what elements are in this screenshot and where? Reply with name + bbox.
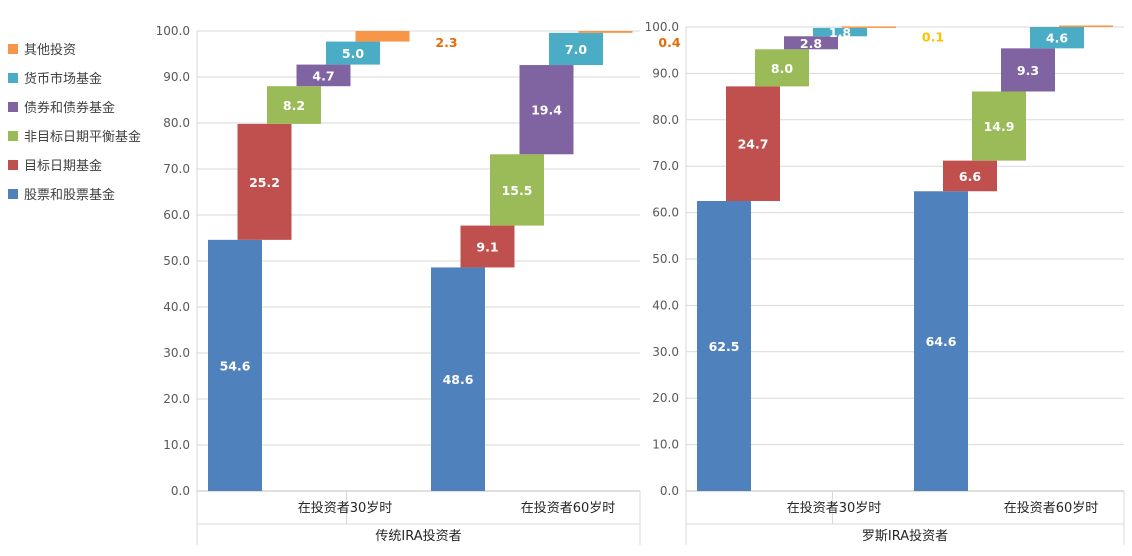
data-label: 64.6 [926, 334, 957, 349]
legend-swatch [8, 130, 18, 141]
bar-segment [784, 36, 838, 50]
data-label: 9.3 [1017, 63, 1039, 78]
y-tick-label: 20.0 [652, 391, 679, 405]
data-label: 25.2 [249, 175, 280, 190]
data-label: 9.1 [476, 240, 498, 255]
legend-item: 其他投资 [8, 34, 141, 63]
legend-label: 货币市场基金 [24, 72, 103, 87]
y-tick-label: 80.0 [652, 113, 679, 127]
bar-segment [490, 154, 544, 226]
legend-swatch [8, 188, 18, 199]
legend-swatch [8, 72, 18, 83]
bar-segment [1001, 48, 1055, 92]
bar-segment [943, 160, 997, 192]
data-label: 19.4 [531, 103, 562, 118]
legend-swatch [8, 159, 18, 170]
y-tick-label: 20.0 [163, 392, 190, 406]
legend: 其他投资货币市场基金 债券和债券基金非目标日期平衡基金 目标日期基金 股票和股票基金 [8, 34, 141, 208]
legend-label: 其他投资 [24, 43, 77, 58]
bar-segment [355, 31, 410, 42]
legend-item: 股票和股票基金 [8, 179, 141, 208]
y-tick-label: 40.0 [652, 298, 679, 312]
category-label: 在投资者60岁时 [521, 500, 616, 516]
y-tick-label: 30.0 [652, 345, 679, 359]
y-tick-label: 70.0 [652, 159, 679, 173]
bar-segment [431, 267, 485, 491]
y-tick-label: 0.0 [660, 484, 679, 498]
category-label: 在投资者30岁时 [787, 500, 882, 516]
x-axis-title: 罗斯IRA投资者 [862, 528, 948, 544]
legend-item: 目标日期基金 [8, 150, 141, 179]
data-label: 6.6 [959, 169, 981, 184]
legend-item: 货币市场基金 [8, 63, 141, 92]
bar-segment [972, 91, 1026, 161]
bar-segment [519, 65, 574, 155]
legend-swatch [8, 101, 18, 112]
y-tick-label: 60.0 [652, 206, 679, 220]
bar-segment [296, 64, 351, 87]
data-label: 0.1 [922, 29, 944, 44]
y-tick-label: 90.0 [652, 66, 679, 80]
bar-segment [755, 49, 809, 87]
data-label: 8.0 [771, 61, 793, 76]
y-tick-label: 0.0 [171, 484, 190, 498]
data-label: 1.8 [829, 25, 851, 40]
bar-segment [578, 31, 633, 33]
data-label: 7.0 [565, 42, 587, 57]
bar-segment [267, 86, 321, 124]
data-label: 48.6 [443, 372, 474, 387]
bar-segment [549, 32, 603, 66]
data-label: 24.7 [738, 137, 769, 152]
category-label: 在投资者30岁时 [298, 500, 393, 516]
x-axis-title: 传统IRA投资者 [375, 528, 461, 544]
data-label: 8.2 [283, 98, 305, 113]
legend-label: 非目标日期平衡基金 [24, 130, 142, 145]
legend-label: 股票和股票基金 [24, 188, 116, 203]
legend-label: 债券和债券基金 [24, 101, 116, 116]
bar-segment [460, 225, 515, 268]
y-tick-label: 30.0 [163, 346, 190, 360]
y-tick-label: 10.0 [163, 438, 190, 452]
y-tick-label: 100.0 [156, 24, 190, 38]
y-tick-label: 50.0 [163, 254, 190, 268]
y-tick-label: 100.0 [645, 20, 679, 34]
legend-item: 债券和债券基金 [8, 92, 141, 121]
legend-item: 非目标日期平衡基金 [8, 121, 141, 150]
bar-segment [697, 201, 751, 491]
bar-segment [726, 86, 780, 201]
bar-segment [813, 27, 867, 37]
y-tick-label: 50.0 [652, 252, 679, 266]
legend-swatch [8, 43, 18, 54]
category-label: 在投资者60岁时 [1004, 500, 1099, 516]
data-label: 4.6 [1046, 31, 1068, 46]
y-tick-label: 70.0 [163, 162, 190, 176]
bar-segment [842, 26, 896, 28]
data-label: 2.3 [435, 35, 457, 50]
y-tick-label: 60.0 [163, 208, 190, 222]
data-label: 62.5 [709, 339, 740, 354]
bar-segment [208, 239, 262, 491]
y-tick-label: 40.0 [163, 300, 190, 314]
data-label: 4.7 [312, 68, 334, 83]
bar-segment [237, 123, 292, 240]
bar-segment [914, 191, 968, 492]
data-label: 0.4 [658, 35, 680, 50]
y-tick-label: 10.0 [652, 438, 679, 452]
bar-segment [326, 41, 380, 65]
bar-segment [1030, 27, 1084, 49]
bar-segment [1059, 25, 1113, 27]
y-tick-label: 90.0 [163, 70, 190, 84]
y-tick-label: 80.0 [163, 116, 190, 130]
data-label: 54.6 [220, 358, 251, 373]
legend-label: 目标日期基金 [24, 159, 103, 174]
data-label: 15.5 [502, 183, 533, 198]
data-label: 2.8 [800, 36, 822, 51]
data-label: 5.0 [342, 46, 364, 61]
data-label: 14.9 [984, 119, 1015, 134]
